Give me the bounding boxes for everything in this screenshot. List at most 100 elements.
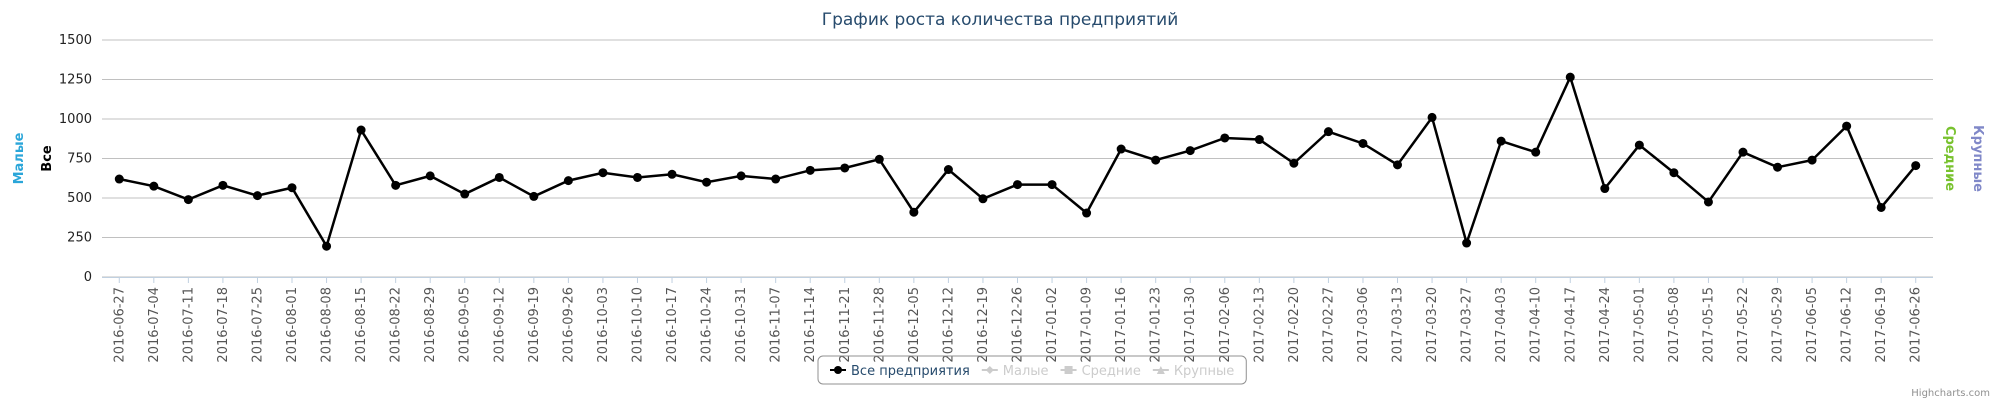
point: [1462, 238, 1472, 248]
point: [287, 183, 297, 193]
legend-marker: [985, 366, 994, 374]
legend-item[interactable]: Малые: [981, 364, 1049, 379]
y-axis-title: Малые: [12, 132, 27, 184]
x-tick-label: 2016-11-14: [803, 287, 818, 363]
point: [736, 171, 746, 181]
credits[interactable]: Highcharts.com: [1911, 388, 1990, 399]
legend-label[interactable]: Крупные: [1174, 364, 1234, 379]
point: [874, 154, 884, 164]
point: [1013, 180, 1022, 190]
point: [1807, 155, 1817, 165]
x-tick-label: 2017-04-10: [1529, 287, 1544, 363]
x-tick-label: 2017-06-19: [1874, 287, 1889, 363]
x-tick-label: 2016-12-26: [1011, 287, 1026, 363]
point: [1600, 184, 1610, 194]
y-tick-label: 750: [67, 152, 92, 167]
x-tick-label: 2017-01-02: [1045, 287, 1060, 363]
point: [114, 174, 124, 184]
point: [494, 172, 504, 182]
legend-marker: [1156, 366, 1165, 374]
x-tick-label: 2016-08-08: [320, 287, 335, 363]
y-tick-label: 1500: [59, 33, 92, 48]
point: [1703, 197, 1713, 207]
point: [1254, 135, 1264, 145]
y-tick-label: 500: [67, 191, 92, 206]
legend-marker: [1064, 366, 1073, 374]
x-tick-label: 2016-12-19: [976, 287, 991, 363]
x-tick-label: 2017-01-16: [1114, 287, 1129, 363]
point: [667, 169, 677, 179]
x-tick-label: 2016-10-17: [665, 287, 680, 363]
point: [218, 180, 228, 190]
x-tick-label: 2017-04-17: [1563, 287, 1578, 363]
x-tick-label: 2016-07-18: [216, 287, 231, 363]
legend-label[interactable]: Средние: [1082, 364, 1141, 379]
point: [1773, 162, 1783, 172]
x-tick-label: 2016-12-05: [907, 287, 922, 363]
y-tick-label: 1250: [59, 73, 92, 88]
x-tick-label: 2016-11-21: [838, 287, 853, 363]
x-tick-label: 2016-08-15: [354, 287, 369, 363]
x-tick-label: 2016-12-12: [941, 287, 956, 363]
point: [1427, 112, 1437, 122]
x-tick-label: 2017-01-30: [1183, 287, 1198, 363]
point: [1842, 121, 1852, 131]
point: [1047, 180, 1057, 190]
point: [149, 181, 159, 191]
x-tick-label: 2016-07-11: [181, 287, 196, 363]
point: [909, 207, 919, 217]
point: [391, 180, 401, 190]
point: [1393, 160, 1403, 170]
legend-label[interactable]: Все предприятия: [851, 364, 970, 379]
point: [1531, 147, 1541, 157]
point: [771, 174, 781, 184]
x-tick-label: 2017-02-20: [1287, 287, 1302, 363]
point: [1151, 155, 1161, 165]
point: [1323, 127, 1333, 137]
legend-item[interactable]: Крупные: [1152, 364, 1234, 379]
x-tick-label: 2017-03-27: [1460, 287, 1475, 363]
chart-title: График роста количества предприятий: [822, 10, 1179, 30]
x-tick-label: 2017-05-29: [1771, 287, 1786, 363]
x-tick-label: 2016-10-24: [700, 287, 715, 363]
series-line: [119, 73, 1917, 250]
point: [1185, 146, 1195, 156]
point: [702, 177, 712, 187]
point: [1289, 158, 1299, 168]
legend-label[interactable]: Малые: [1003, 364, 1049, 379]
point: [460, 189, 470, 199]
point: [322, 241, 332, 251]
point: [183, 195, 193, 205]
x-tick-label: 2016-09-12: [492, 287, 507, 363]
y-tick-label: 1000: [59, 112, 92, 127]
point: [1669, 168, 1679, 178]
x-tick-label: 2017-01-09: [1080, 287, 1095, 363]
point: [252, 191, 262, 201]
point: [840, 163, 850, 173]
x-tick-label: 2016-09-19: [527, 287, 542, 363]
x-tick-label: 2017-02-27: [1321, 287, 1336, 363]
point: [1496, 136, 1506, 146]
x-tick-label: 2017-05-15: [1701, 287, 1716, 363]
y-axis-title: Все: [40, 145, 55, 172]
x-tick-label: 2017-04-24: [1598, 287, 1613, 363]
x-tick-label: 2017-04-03: [1494, 287, 1509, 363]
x-tick-label: 2016-08-22: [389, 287, 404, 363]
point: [978, 194, 988, 204]
x-tick-label: 2017-03-13: [1391, 287, 1406, 363]
point: [1738, 147, 1748, 157]
x-tick-label: 2017-06-26: [1909, 287, 1924, 363]
y-axis-title: Средние: [1942, 126, 1957, 191]
x-tick-label: 2017-02-13: [1252, 287, 1267, 363]
x-tick-label: 2016-07-04: [147, 287, 162, 363]
legend-item[interactable]: Все предприятия: [830, 364, 970, 379]
legend-item[interactable]: Средние: [1060, 364, 1141, 379]
x-tick-label: 2017-05-22: [1736, 287, 1751, 363]
x-tick-label: 2017-03-20: [1425, 287, 1440, 363]
x-tick-label: 2016-09-26: [561, 287, 576, 363]
x-tick-label: 2016-10-10: [630, 287, 645, 363]
x-tick-label: 2016-08-29: [423, 287, 438, 363]
x-tick-label: 2017-02-06: [1218, 287, 1233, 363]
point: [943, 165, 953, 175]
